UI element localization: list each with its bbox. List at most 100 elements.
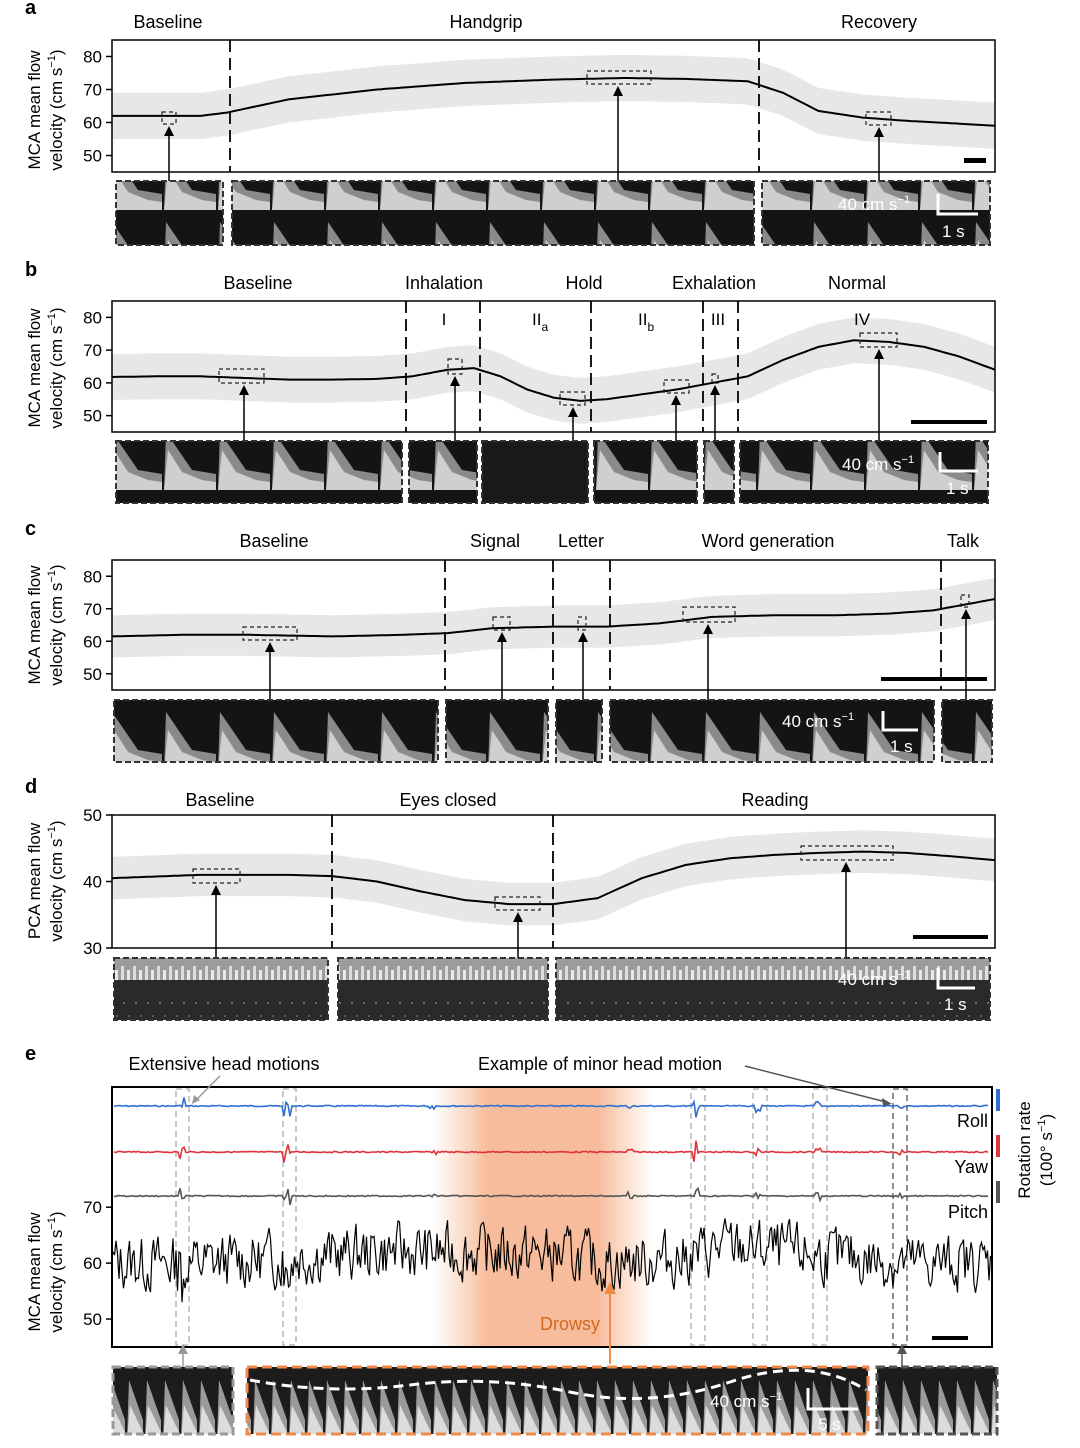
y-tick-label-c-60: 60	[83, 632, 102, 651]
series-label-pitch: Pitch	[948, 1202, 988, 1222]
plot-a: 50 60 70 80	[83, 39, 996, 191]
drowsy-envelope-dashed	[249, 1368, 867, 1401]
yaw-scale-bar	[996, 1135, 1000, 1157]
y-axis-title-e-line2: velocity (cm s−1)	[46, 1211, 66, 1332]
selection-box-c-2	[577, 616, 587, 631]
scale-velocity-a: 40 cm s−1	[838, 194, 910, 214]
selection-box-b-5	[859, 332, 898, 348]
arrow-minor-head-motion	[744, 1065, 887, 1103]
arrowhead-b-2	[568, 407, 578, 417]
arrowhead-c-4	[961, 609, 971, 619]
selection-box-c-0	[242, 626, 298, 641]
doppler-strip-b-stage-iii	[703, 440, 735, 504]
mean-velocity-line-c	[111, 598, 996, 638]
y-tick-label-a-80: 80	[83, 48, 102, 67]
doppler-strip-d-baseline	[113, 957, 329, 1021]
doppler-strip-b-baseline	[115, 440, 403, 504]
selection-box-a-0	[161, 111, 177, 125]
doppler-strip-e-extensive	[111, 1365, 235, 1436]
stage-label-i: I	[442, 310, 447, 329]
y-axis-title-b-line1: MCA mean flow	[25, 308, 44, 428]
doppler-strip-e-minor	[875, 1365, 999, 1436]
y-tick-label-d-40: 40	[83, 873, 102, 892]
scale-bar-a: 40 cm s−1 1 s	[838, 194, 978, 241]
head-motion-box-2	[690, 1088, 706, 1346]
arrowhead-c-1	[497, 632, 507, 642]
stage-label-iv: IV	[854, 310, 871, 329]
doppler-strip-b-hold	[481, 440, 589, 504]
time-scale-bar-e	[932, 1336, 968, 1340]
selection-box-c-1	[492, 616, 511, 631]
panel-e: e Extensive head motions Example of mino…	[25, 1043, 1056, 1436]
roll-scale-bar	[996, 1089, 1000, 1111]
scale-time-a: 1 s	[942, 222, 965, 241]
series-label-yaw: Yaw	[954, 1157, 989, 1177]
doppler-strip-c-word-generation	[609, 699, 935, 763]
arrowhead-c-3	[703, 624, 713, 634]
arrowhead-b-4	[710, 385, 720, 395]
y-tick-label-b-60: 60	[83, 374, 102, 393]
y-axis-title-d-line1: PCA mean flow	[25, 822, 44, 939]
arrowhead-a-0	[164, 126, 174, 136]
annotation-drowsy: Drowsy	[540, 1314, 600, 1334]
head-motion-box-5	[892, 1088, 908, 1346]
head-motion-guides	[175, 1088, 908, 1346]
motion-trace-yaw	[113, 1140, 989, 1163]
head-motion-box-1	[282, 1088, 297, 1346]
velocity-trace-e	[112, 1218, 992, 1303]
arrow-extensive-head-motions	[195, 1075, 221, 1101]
scale-bar-lines-c	[881, 711, 918, 732]
time-scale-bar-d	[913, 935, 988, 939]
y-tick-label-b-70: 70	[83, 341, 102, 360]
scale-bar-c: 40 cm s−1 1 s	[782, 711, 918, 756]
rotation-rate-label-line2: (100° s−1)	[1036, 1114, 1056, 1186]
doppler-strip-d-reading	[555, 957, 991, 1021]
selection-box-c-3	[682, 606, 736, 623]
y-tick-label-b-80: 80	[83, 308, 102, 327]
stage-label-iia: IIa	[532, 310, 548, 334]
plot-b: 50 60 70 80	[83, 300, 996, 451]
doppler-strip-e-drowsy	[245, 1365, 870, 1436]
arrowhead-b-5	[874, 349, 884, 359]
motion-trace-roll	[113, 1097, 989, 1118]
rotation-rate-label-line1: Rotation rate	[1015, 1101, 1034, 1198]
scale-bar-b: 40 cm s−1 1 s	[842, 452, 978, 498]
phase-label-normal: Normal	[828, 273, 886, 293]
drowsy-window	[432, 1087, 654, 1347]
pitch-scale-bar	[996, 1181, 1000, 1203]
scale-bar-lines-d	[936, 968, 975, 990]
motion-trace-pitch	[113, 1186, 989, 1206]
selection-box-a-2	[865, 111, 892, 126]
y-axis-title-d-line2: velocity (cm s−1)	[46, 820, 66, 941]
arrowhead-c-2	[578, 632, 588, 642]
selection-box-b-3	[663, 379, 690, 394]
scale-time-c: 1 s	[890, 737, 913, 756]
y-axis-title-c-line1: MCA mean flow	[25, 565, 44, 685]
doppler-strip-d-eyes-closed	[337, 957, 549, 1021]
arrowhead-extensive-strip	[178, 1344, 188, 1354]
phase-label-baseline-c: Baseline	[239, 531, 308, 551]
arrowhead-b-0	[239, 385, 249, 395]
series-label-roll: Roll	[957, 1111, 988, 1131]
phase-label-reading: Reading	[741, 790, 808, 810]
scale-bar-lines-e	[806, 1388, 858, 1411]
panel-label-b: b	[25, 259, 37, 281]
head-motion-box-3	[752, 1088, 768, 1346]
y-axis-title-a-line2: velocity (cm s−1)	[46, 49, 66, 170]
selection-box-b-0	[218, 368, 265, 384]
annotation-minor-head-motion: Example of minor head motion	[478, 1054, 722, 1074]
y-axis-title-a-line1: MCA mean flow	[25, 50, 44, 170]
selection-box-b-2	[559, 391, 586, 406]
stage-label-iii: III	[711, 310, 725, 329]
phase-label-hold: Hold	[565, 273, 602, 293]
time-scale-bar-b	[911, 420, 987, 424]
doppler-strip-a-handgrip	[231, 180, 755, 246]
selection-box-a-1	[586, 70, 652, 85]
scale-bar-d: 40 cm s−1 1 s	[838, 968, 975, 1014]
phase-label-talk: Talk	[947, 531, 980, 551]
y-tick-label-a-70: 70	[83, 81, 102, 100]
phase-label-eyes-closed: Eyes closed	[399, 790, 496, 810]
scale-bar-lines-a	[936, 194, 978, 216]
selection-box-c-4	[960, 594, 970, 608]
y-tick-label-d-50: 50	[83, 806, 102, 825]
